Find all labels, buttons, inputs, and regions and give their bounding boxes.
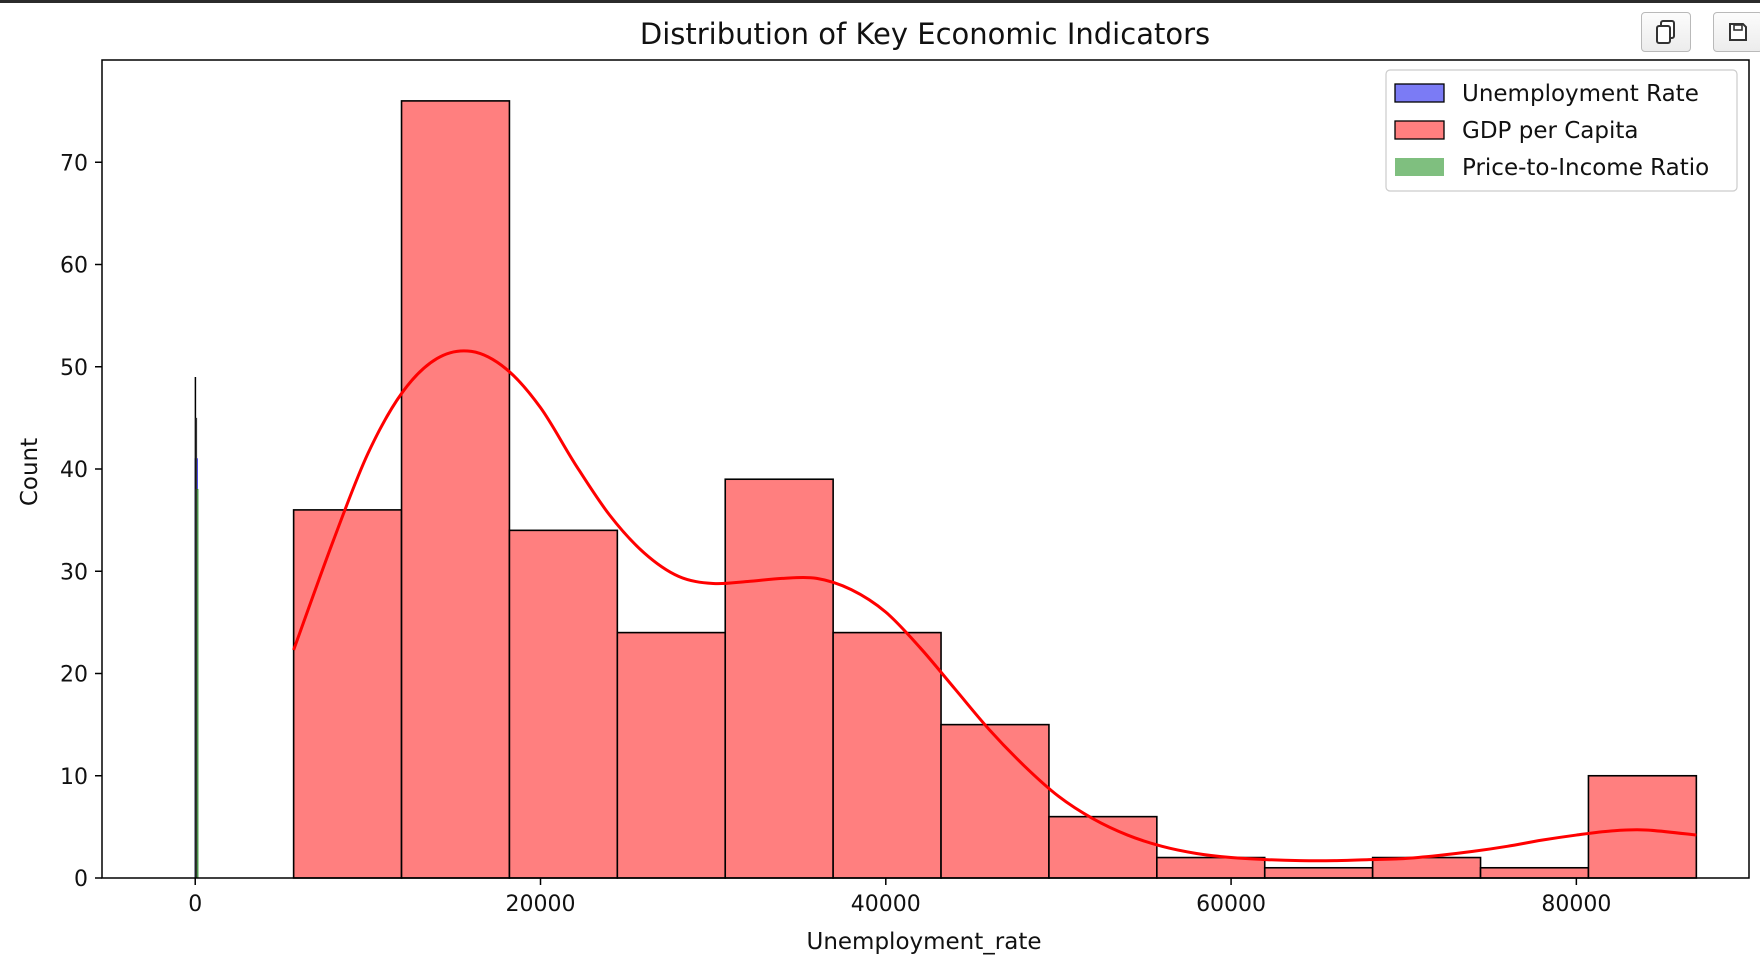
- legend-label: Price-to-Income Ratio: [1462, 155, 1709, 181]
- save-icon: [1729, 23, 1747, 41]
- y-tick-label: 10: [60, 765, 88, 790]
- copy-button[interactable]: [1641, 12, 1691, 52]
- y-tick-label: 60: [60, 254, 88, 279]
- gdp-per-capita-bar: [616, 631, 727, 879]
- y-tick-label: 30: [60, 560, 88, 585]
- x-axis-label: Unemployment_rate: [806, 929, 1041, 955]
- gdp-per-capita-bar: [1263, 866, 1374, 879]
- gdp-per-capita-bar: [832, 631, 942, 879]
- y-axis-label: Count: [17, 438, 43, 506]
- chart-title: Distribution of Key Economic Indicators: [640, 17, 1210, 51]
- x-tick-label: 80000: [1541, 892, 1611, 917]
- y-tick-label: 40: [60, 458, 88, 483]
- x-tick-label: 40000: [851, 892, 921, 917]
- y-tick-label: 50: [60, 356, 88, 381]
- plot-area: 0 20000 40000 60000 80000 0 10 20 30 40 50 60 70: [60, 59, 1750, 917]
- gdp-per-capita-bar: [1479, 866, 1590, 879]
- gdp-per-capita-bar: [292, 509, 403, 879]
- gdp-per-capita-bar: [1587, 774, 1698, 879]
- legend-swatch: [1394, 83, 1445, 103]
- legend-swatch: [1394, 120, 1445, 140]
- legend-label: Unemployment Rate: [1462, 81, 1699, 107]
- copy-icon: [1656, 20, 1675, 44]
- legend-frame: [1385, 69, 1738, 192]
- legend-swatch: [1395, 158, 1444, 176]
- window-top-border: [0, 0, 1760, 3]
- save-button[interactable]: [1713, 12, 1760, 52]
- gdp-per-capita-bar: [400, 100, 511, 879]
- x-tick-label: 0: [188, 892, 202, 917]
- gdp-per-capita-bar: [1156, 856, 1266, 879]
- gdp-per-capita-bar: [1048, 815, 1158, 879]
- y-tick-label: 0: [74, 867, 88, 892]
- gdp-per-capita-bar: [508, 529, 619, 879]
- y-tick-label: 70: [60, 151, 88, 176]
- legend: Unemployment Rate GDP per Capita Price-to-…: [1385, 69, 1738, 192]
- gdp-per-capita-kde-line: [292, 349, 1697, 863]
- y-tick-label: 20: [60, 663, 88, 688]
- x-tick-label: 20000: [506, 892, 576, 917]
- gdp-per-capita-bar: [724, 478, 834, 879]
- gdp-per-capita-bar: [940, 723, 1050, 879]
- x-tick-label: 60000: [1196, 892, 1266, 917]
- legend-label: GDP per Capita: [1462, 118, 1639, 144]
